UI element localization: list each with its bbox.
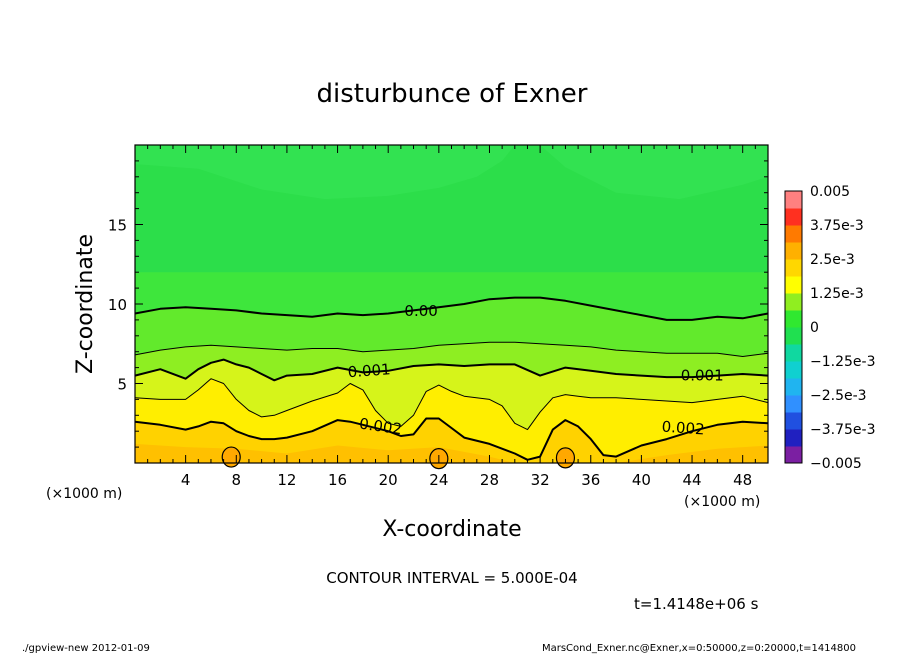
y-unit-label: (×1000 m) xyxy=(46,486,122,502)
x-tick-label: 4 xyxy=(181,471,191,489)
contour-label-text: 0.001 xyxy=(347,360,391,381)
contour-band xyxy=(135,378,768,460)
y-axis-title: Z-coordinate xyxy=(73,234,98,374)
contour-line xyxy=(134,341,769,357)
x-axis-title: X-coordinate xyxy=(382,517,521,542)
contour-label-text: 0.001 xyxy=(681,367,724,385)
x-tick-label: 16 xyxy=(328,471,347,489)
colorbar-swatch xyxy=(785,344,802,362)
contour-line xyxy=(134,378,769,431)
closed-contour-cell xyxy=(555,447,576,469)
time-label: t=1.4148e+06 s xyxy=(634,595,759,613)
contour-band xyxy=(135,418,768,463)
x-tick-label: 28 xyxy=(480,471,499,489)
colorbar-tick-label: 2.5e-3 xyxy=(810,252,855,268)
colorbar-tick-label: 0 xyxy=(810,320,819,336)
colorbar-tick-label: −2.5e-3 xyxy=(810,388,867,404)
contour-lines xyxy=(134,296,769,461)
footer-left: ./gpview-new 2012-01-09 xyxy=(22,643,150,654)
x-tick-label: 36 xyxy=(581,471,600,489)
colorbar-swatch xyxy=(785,276,802,294)
colorbar-tick-label: 0.005 xyxy=(810,184,850,200)
x-tick-label: 12 xyxy=(277,471,296,489)
contour-band xyxy=(135,297,768,357)
colorbar-swatch xyxy=(785,191,802,209)
contour-band xyxy=(135,359,768,430)
colorbar-swatch xyxy=(785,208,802,226)
band-upper-light xyxy=(135,145,515,200)
contour-label-text: 0.002 xyxy=(358,415,403,439)
closed-contour-cell xyxy=(221,446,241,468)
colorbar-frame xyxy=(784,190,803,464)
colorbar-swatch xyxy=(785,412,802,430)
chart-title: disturbunce of Exner xyxy=(317,79,588,109)
contour-line xyxy=(134,296,769,321)
y-tick-label: 15 xyxy=(108,217,127,235)
colorbar-tick-label: 3.75e-3 xyxy=(810,218,864,234)
contour-line xyxy=(134,358,769,382)
colorbar-swatch xyxy=(785,361,802,379)
colorbar-swatch xyxy=(785,327,802,345)
colorbar-swatch xyxy=(785,446,802,464)
contour-band-bottom-2 xyxy=(616,445,768,463)
contour-band xyxy=(135,272,768,320)
x-tick-label: 40 xyxy=(632,471,651,489)
colorbar-swatch xyxy=(785,225,802,243)
contour-labels: 0.00 0.001 0.001 0.002 0.002 xyxy=(347,302,724,439)
contour-line xyxy=(134,417,769,461)
y-tick-label: 5 xyxy=(117,376,127,394)
x-tick-label: 24 xyxy=(429,471,448,489)
contour-band xyxy=(135,342,768,381)
contour-label: 0.001 xyxy=(347,360,391,381)
footer-right: MarsCond_Exner.nc@Exner,x=0:50000,z=0:20… xyxy=(542,643,856,654)
colorbar-swatch xyxy=(785,259,802,277)
colorbar-tick-label: −0.005 xyxy=(810,456,862,472)
colorbar-swatch xyxy=(785,310,802,328)
contour-label: 0.001 xyxy=(681,367,724,385)
colorbar-swatch xyxy=(785,395,802,413)
colorbar-swatch xyxy=(785,378,802,396)
colorbar-tick-label: −3.75e-3 xyxy=(810,422,875,438)
contour-label-text: 0.002 xyxy=(661,418,705,439)
contour-interval: CONTOUR INTERVAL = 5.000E-04 xyxy=(326,569,577,587)
x-unit-label: (×1000 m) xyxy=(684,494,760,510)
y-tick-label: 10 xyxy=(108,296,127,314)
x-tick-label: 48 xyxy=(733,471,752,489)
contour-label-text: 0.00 xyxy=(404,302,437,320)
contour-fill xyxy=(135,145,768,470)
colorbar: 0.005 3.75e-3 2.5e-3 1.25e-3 0 −1.25e-3 −2.5e-… xyxy=(784,184,875,472)
contour-label: 0.00 xyxy=(404,302,437,320)
colorbar-tick-label: 1.25e-3 xyxy=(810,286,864,302)
colorbar-tick-label: −1.25e-3 xyxy=(810,354,875,370)
colorbar-swatch xyxy=(785,242,802,260)
colorbar-swatch xyxy=(785,293,802,311)
x-tick-label: 8 xyxy=(232,471,242,489)
x-tick-label: 44 xyxy=(682,471,701,489)
x-tick-label: 32 xyxy=(531,471,550,489)
colorbar-swatch xyxy=(785,429,802,447)
x-tick-label: 20 xyxy=(379,471,398,489)
contour-label: 0.002 xyxy=(358,415,403,439)
band-upper-light-2 xyxy=(540,145,768,200)
contour-label: 0.002 xyxy=(661,418,705,439)
